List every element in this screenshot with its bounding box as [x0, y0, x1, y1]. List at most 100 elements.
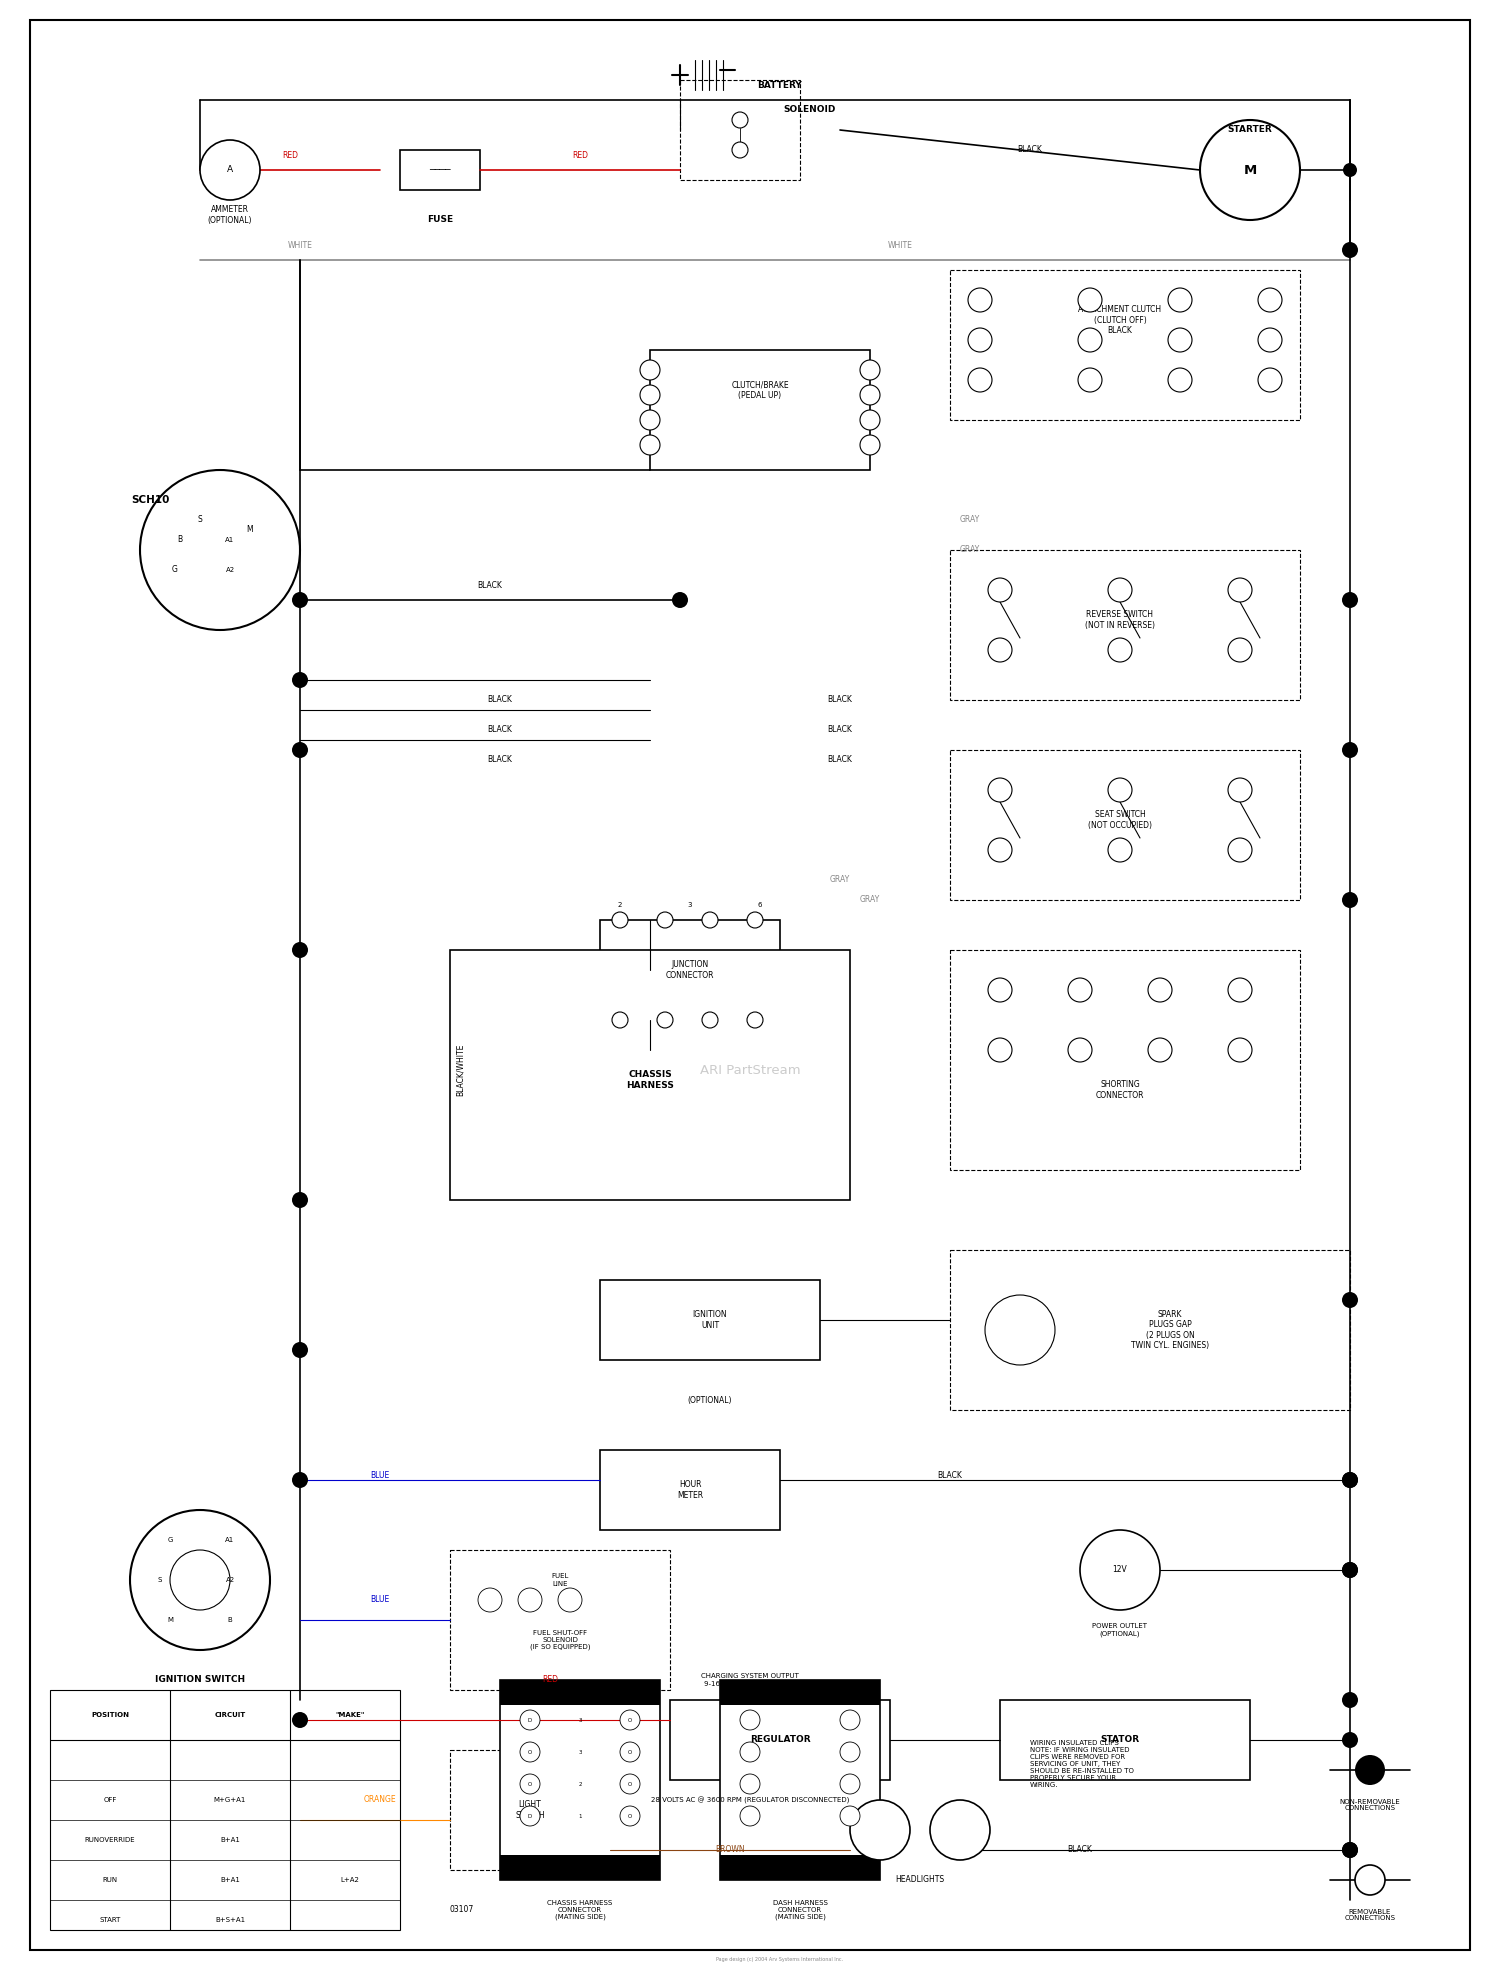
Circle shape — [1342, 1843, 1358, 1858]
Text: GRAY: GRAY — [830, 875, 850, 885]
Text: S: S — [198, 515, 202, 525]
Text: O: O — [628, 1813, 632, 1819]
Circle shape — [1168, 328, 1192, 352]
Text: (OPTIONAL): (OPTIONAL) — [687, 1396, 732, 1404]
FancyBboxPatch shape — [600, 920, 780, 1019]
Text: B: B — [228, 1618, 232, 1623]
Text: GRAY: GRAY — [859, 895, 880, 905]
Circle shape — [1258, 328, 1282, 352]
Text: NON-REMOVABLE
CONNECTIONS: NON-REMOVABLE CONNECTIONS — [1340, 1799, 1401, 1811]
Text: ATTACHMENT CLUTCH
(CLUTCH OFF)
BLACK: ATTACHMENT CLUTCH (CLUTCH OFF) BLACK — [1078, 304, 1161, 336]
Text: D: D — [528, 1813, 532, 1819]
Text: 28 VOLTS AC @ 3600 RPM (REGULATOR DISCONNECTED): 28 VOLTS AC @ 3600 RPM (REGULATOR DISCON… — [651, 1797, 849, 1803]
Text: BLACK: BLACK — [828, 695, 852, 705]
Text: SEAT SWITCH
(NOT OCCUPIED): SEAT SWITCH (NOT OCCUPIED) — [1088, 810, 1152, 830]
Text: HEADLIGHTS: HEADLIGHTS — [896, 1876, 945, 1884]
Circle shape — [1200, 120, 1300, 219]
Text: RED: RED — [572, 150, 588, 160]
Text: B+A1: B+A1 — [220, 1876, 240, 1882]
Text: BLACK: BLACK — [1017, 146, 1042, 154]
Circle shape — [968, 328, 992, 352]
Circle shape — [672, 592, 688, 608]
Text: O: O — [628, 1718, 632, 1722]
Text: 12V: 12V — [1113, 1566, 1128, 1574]
Circle shape — [740, 1805, 760, 1827]
Circle shape — [520, 1742, 540, 1762]
Text: O: O — [628, 1750, 632, 1754]
Text: CHASSIS
HARNESS: CHASSIS HARNESS — [626, 1070, 674, 1090]
Circle shape — [859, 434, 880, 454]
Circle shape — [1342, 1693, 1358, 1708]
Circle shape — [520, 1774, 540, 1793]
Text: SHORTING
CONNECTOR: SHORTING CONNECTOR — [1095, 1080, 1144, 1100]
Circle shape — [702, 912, 718, 928]
Circle shape — [292, 672, 308, 687]
Text: ARI PartStream: ARI PartStream — [699, 1063, 801, 1076]
Circle shape — [1342, 1843, 1358, 1858]
Text: JUNCTION
CONNECTOR: JUNCTION CONNECTOR — [666, 960, 714, 980]
Text: IGNITION SWITCH: IGNITION SWITCH — [154, 1675, 244, 1685]
Circle shape — [1342, 1292, 1358, 1307]
Circle shape — [988, 579, 1012, 602]
Circle shape — [1228, 837, 1252, 861]
Text: A2: A2 — [225, 1576, 234, 1584]
Text: BLUE: BLUE — [370, 1596, 390, 1604]
Circle shape — [1148, 1039, 1172, 1063]
Text: GRAY: GRAY — [960, 515, 980, 525]
Text: SCH10: SCH10 — [130, 496, 170, 506]
Circle shape — [1228, 1039, 1252, 1063]
Text: M: M — [166, 1618, 172, 1623]
Text: A1: A1 — [225, 1537, 234, 1542]
Circle shape — [859, 411, 880, 431]
Text: FUEL SHUT-OFF
SOLENOID
(IF SO EQUIPPED): FUEL SHUT-OFF SOLENOID (IF SO EQUIPPED) — [530, 1629, 590, 1651]
Text: A: A — [226, 166, 232, 174]
Circle shape — [1068, 1039, 1092, 1063]
Text: OFF: OFF — [104, 1797, 117, 1803]
Circle shape — [140, 470, 300, 630]
Text: "MAKE": "MAKE" — [336, 1712, 364, 1718]
Text: 3: 3 — [579, 1750, 582, 1754]
Circle shape — [1342, 1732, 1358, 1748]
Circle shape — [1228, 638, 1252, 662]
Circle shape — [988, 638, 1012, 662]
FancyBboxPatch shape — [720, 1855, 880, 1880]
FancyBboxPatch shape — [1000, 1700, 1250, 1779]
Circle shape — [1108, 778, 1132, 802]
Text: BLACK: BLACK — [828, 725, 852, 735]
Circle shape — [850, 1799, 910, 1860]
Circle shape — [732, 113, 748, 128]
Circle shape — [620, 1710, 640, 1730]
Circle shape — [1108, 579, 1132, 602]
Text: HOUR
METER: HOUR METER — [676, 1481, 703, 1499]
FancyBboxPatch shape — [500, 1681, 660, 1704]
Circle shape — [840, 1774, 860, 1793]
FancyBboxPatch shape — [950, 549, 1300, 699]
Circle shape — [1168, 367, 1192, 391]
Text: 6: 6 — [758, 903, 762, 908]
Text: POWER OUTLET
(OPTIONAL): POWER OUTLET (OPTIONAL) — [1092, 1623, 1148, 1637]
Circle shape — [1342, 743, 1358, 758]
Circle shape — [732, 142, 748, 158]
Text: GRAY: GRAY — [960, 545, 980, 555]
Circle shape — [968, 288, 992, 312]
FancyBboxPatch shape — [500, 1681, 660, 1880]
Text: CLUTCH/BRAKE
(PEDAL UP): CLUTCH/BRAKE (PEDAL UP) — [730, 381, 789, 399]
Text: BLACK: BLACK — [488, 725, 513, 735]
Circle shape — [1342, 1471, 1358, 1487]
Text: REMOVABLE
CONNECTIONS: REMOVABLE CONNECTIONS — [1344, 1908, 1395, 1922]
Circle shape — [1342, 893, 1358, 909]
Text: B: B — [177, 535, 183, 545]
Text: BLUE: BLUE — [370, 1471, 390, 1479]
Text: BLACK: BLACK — [1068, 1845, 1092, 1855]
Circle shape — [1108, 638, 1132, 662]
Text: RUNOVERRIDE: RUNOVERRIDE — [84, 1837, 135, 1843]
Text: L+A2: L+A2 — [340, 1876, 360, 1882]
Circle shape — [840, 1742, 860, 1762]
Text: M: M — [246, 525, 254, 535]
FancyBboxPatch shape — [600, 1280, 820, 1361]
FancyBboxPatch shape — [720, 1681, 880, 1880]
Circle shape — [988, 978, 1012, 1001]
Circle shape — [292, 743, 308, 758]
Circle shape — [130, 1511, 270, 1649]
Circle shape — [1342, 243, 1358, 259]
